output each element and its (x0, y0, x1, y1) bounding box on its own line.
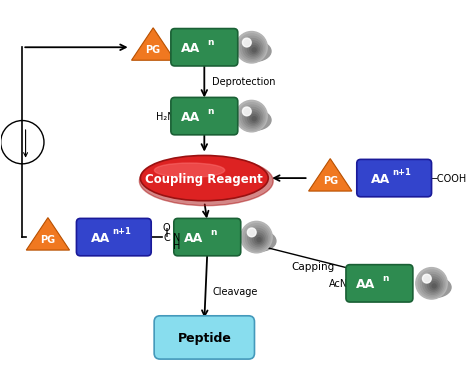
Text: AA: AA (184, 232, 203, 244)
Circle shape (422, 274, 431, 283)
FancyBboxPatch shape (171, 97, 238, 135)
Polygon shape (309, 159, 352, 191)
Text: AA: AA (371, 172, 390, 186)
Ellipse shape (238, 41, 271, 61)
Text: AA: AA (181, 42, 201, 55)
Circle shape (255, 235, 263, 243)
Ellipse shape (140, 156, 268, 201)
Text: Coupling Reagent: Coupling Reagent (146, 172, 263, 186)
Text: Capping: Capping (291, 262, 334, 272)
Text: H: H (173, 241, 180, 251)
Text: Deprotection: Deprotection (212, 77, 276, 87)
Circle shape (245, 110, 261, 126)
Ellipse shape (418, 277, 451, 298)
Text: AcNH: AcNH (329, 279, 356, 289)
FancyBboxPatch shape (174, 218, 241, 256)
Circle shape (240, 36, 264, 60)
Text: ─COOH: ─COOH (431, 174, 467, 184)
Circle shape (243, 108, 263, 127)
Circle shape (238, 34, 265, 61)
Text: AA: AA (181, 110, 201, 124)
Circle shape (243, 39, 263, 58)
Circle shape (252, 48, 256, 52)
Text: H₂N: H₂N (155, 112, 174, 122)
Circle shape (247, 228, 256, 237)
Circle shape (236, 32, 267, 63)
Text: N: N (173, 233, 180, 243)
Circle shape (416, 268, 447, 299)
Circle shape (432, 284, 436, 288)
Circle shape (250, 115, 258, 122)
FancyBboxPatch shape (357, 159, 431, 197)
Circle shape (418, 270, 446, 298)
Circle shape (252, 233, 264, 245)
Ellipse shape (238, 110, 271, 130)
Circle shape (252, 117, 256, 121)
Circle shape (236, 101, 267, 132)
Circle shape (243, 224, 271, 251)
Polygon shape (26, 218, 70, 250)
Circle shape (245, 41, 261, 57)
Circle shape (246, 226, 269, 250)
Circle shape (238, 103, 265, 130)
Circle shape (240, 105, 264, 129)
Circle shape (420, 272, 444, 296)
FancyBboxPatch shape (171, 29, 238, 66)
Text: PG: PG (323, 176, 338, 186)
Text: PG: PG (146, 45, 161, 55)
Text: PG: PG (40, 235, 55, 245)
Text: n+1: n+1 (112, 227, 131, 236)
Circle shape (247, 112, 259, 124)
Ellipse shape (155, 163, 225, 178)
Circle shape (423, 275, 443, 294)
Circle shape (241, 221, 272, 253)
Text: Peptide: Peptide (177, 332, 231, 345)
FancyBboxPatch shape (346, 265, 413, 302)
Circle shape (428, 279, 439, 291)
Circle shape (250, 46, 258, 54)
Text: O: O (163, 223, 170, 233)
Circle shape (242, 107, 251, 116)
Circle shape (248, 228, 267, 248)
Text: ‖: ‖ (164, 228, 168, 237)
Circle shape (257, 238, 261, 241)
Text: Cleavage: Cleavage (212, 287, 257, 297)
Text: C: C (163, 233, 170, 243)
Circle shape (425, 277, 441, 293)
Ellipse shape (139, 156, 273, 206)
Text: AA: AA (91, 232, 110, 244)
Text: n: n (210, 228, 217, 237)
FancyBboxPatch shape (154, 316, 255, 359)
Circle shape (242, 38, 251, 47)
Polygon shape (131, 28, 175, 60)
Text: n: n (382, 274, 389, 283)
Circle shape (247, 43, 259, 55)
FancyBboxPatch shape (76, 218, 151, 256)
Text: n: n (207, 107, 213, 116)
Text: AA: AA (356, 278, 375, 291)
Text: n+1: n+1 (392, 168, 411, 177)
Ellipse shape (243, 231, 276, 251)
Text: n: n (207, 38, 213, 47)
Circle shape (430, 281, 438, 290)
Circle shape (250, 231, 266, 247)
